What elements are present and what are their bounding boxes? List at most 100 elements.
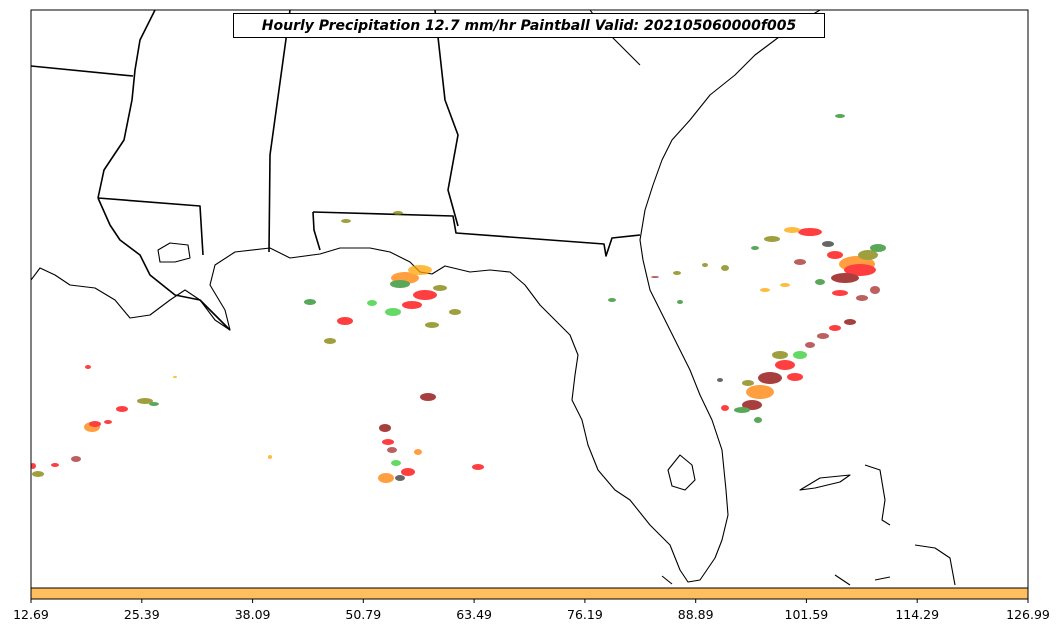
paintball-blob bbox=[856, 295, 868, 301]
paintball-blob bbox=[149, 402, 159, 406]
paintball-blob bbox=[71, 456, 81, 462]
cuba-coast bbox=[914, 544, 956, 586]
paintball-blob bbox=[341, 219, 351, 223]
border-al-fl-west bbox=[312, 211, 321, 251]
paintball-blob bbox=[304, 299, 316, 305]
colorbar-tick-label: 114.29 bbox=[895, 607, 940, 622]
paintball-blob bbox=[772, 351, 788, 359]
border-ms-al-north bbox=[97, 197, 204, 256]
paintball-blob bbox=[408, 265, 432, 275]
paintball-blob bbox=[391, 460, 401, 466]
paintball-blob bbox=[721, 405, 729, 411]
paintball-blob bbox=[835, 114, 845, 118]
paintball-blob bbox=[85, 365, 91, 369]
precipitation-paintballs bbox=[31, 114, 886, 483]
keys bbox=[661, 575, 673, 585]
paintball-blob bbox=[651, 276, 659, 278]
paintball-blob bbox=[805, 342, 815, 348]
paintball-blob bbox=[831, 273, 859, 283]
paintball-blob bbox=[32, 471, 44, 477]
coastline bbox=[31, 10, 956, 586]
paintball-blob bbox=[390, 280, 410, 288]
paintball-blob bbox=[173, 376, 177, 378]
paintball-blob bbox=[721, 265, 729, 271]
paintball-blob bbox=[870, 244, 886, 252]
border-ar-ms bbox=[31, 65, 134, 77]
paintball-blob bbox=[717, 378, 723, 382]
paintball-blob bbox=[401, 468, 415, 476]
paintball-blob bbox=[608, 298, 616, 302]
paintball-blob bbox=[89, 421, 101, 427]
paintball-blob bbox=[268, 455, 272, 459]
gulf-coast bbox=[31, 10, 821, 583]
paintball-blob bbox=[742, 380, 754, 386]
paintball-blob bbox=[780, 283, 790, 287]
paintball-blob bbox=[734, 407, 750, 413]
paintball-blob bbox=[754, 417, 762, 423]
bahamas-1 bbox=[799, 474, 851, 491]
state-borders bbox=[31, 10, 641, 331]
paintball-blob bbox=[378, 473, 394, 483]
paintball-blob bbox=[116, 406, 128, 412]
paintball-blob bbox=[472, 464, 484, 470]
paintball-blob bbox=[420, 393, 436, 401]
colorbar-tick-label: 38.09 bbox=[234, 607, 271, 622]
map-frame bbox=[30, 9, 1029, 589]
colorbar-tick-label: 126.99 bbox=[1006, 607, 1050, 622]
paintball-blob bbox=[433, 285, 447, 291]
paintball-blob bbox=[794, 259, 806, 265]
paintball-blob bbox=[815, 279, 825, 285]
paintball-blob bbox=[787, 373, 803, 381]
paintball-blob bbox=[793, 351, 807, 359]
colorbar bbox=[30, 587, 1029, 600]
paintball-blob bbox=[137, 398, 153, 404]
paintball-blob bbox=[760, 288, 770, 292]
bahamas-2 bbox=[864, 464, 891, 526]
border-al-fl bbox=[312, 211, 641, 257]
paintball-blob bbox=[31, 463, 36, 469]
mississippi-river bbox=[97, 10, 231, 331]
paintball-blob bbox=[829, 325, 841, 331]
paintball-blob bbox=[764, 236, 780, 242]
paintball-blob bbox=[746, 385, 774, 399]
border-al-ga bbox=[434, 10, 459, 227]
paintball-blob bbox=[324, 338, 336, 344]
paintball-blob bbox=[104, 420, 112, 424]
paintball-blob bbox=[870, 286, 880, 294]
colorbar-ticks bbox=[30, 599, 1029, 603]
paintball-blob bbox=[858, 250, 878, 260]
paintball-blob bbox=[844, 319, 856, 325]
colorbar-tick-label: 25.39 bbox=[123, 607, 160, 622]
paintball-blob bbox=[395, 475, 405, 481]
paintball-blob bbox=[798, 228, 822, 236]
cuba-coast-2 bbox=[834, 574, 891, 586]
paintball-blob bbox=[413, 290, 437, 300]
paintball-blob bbox=[385, 308, 401, 316]
paintball-blob bbox=[817, 333, 829, 339]
colorbar-tick-label: 50.79 bbox=[345, 607, 382, 622]
paintball-blob bbox=[337, 317, 353, 325]
colorbar-tick-label: 88.89 bbox=[677, 607, 714, 622]
paintball-blob bbox=[677, 300, 683, 304]
pontchartrain bbox=[157, 242, 191, 263]
paintball-blob bbox=[51, 463, 59, 467]
paintball-blob bbox=[742, 400, 762, 410]
paintball-blob bbox=[449, 309, 461, 315]
paintball-blob bbox=[702, 263, 708, 267]
paintball-blob bbox=[758, 372, 782, 384]
paintball-blob bbox=[751, 246, 759, 250]
paintball-blob bbox=[402, 301, 422, 309]
border-ms-al bbox=[268, 10, 291, 253]
map-title: Hourly Precipitation 12.7 mm/hr Paintbal… bbox=[233, 13, 825, 38]
colorbar-tick-label: 63.49 bbox=[456, 607, 492, 622]
lake-okeechobee bbox=[667, 454, 696, 491]
paintball-blob bbox=[414, 449, 422, 455]
paintball-blob bbox=[367, 300, 377, 306]
paintball-blob bbox=[379, 424, 391, 432]
paintball-blob bbox=[673, 271, 681, 275]
colorbar-tick-label: 76.19 bbox=[566, 607, 603, 622]
paintball-blob bbox=[387, 447, 397, 453]
paintball-blob bbox=[425, 322, 439, 328]
paintball-blob bbox=[784, 227, 800, 233]
